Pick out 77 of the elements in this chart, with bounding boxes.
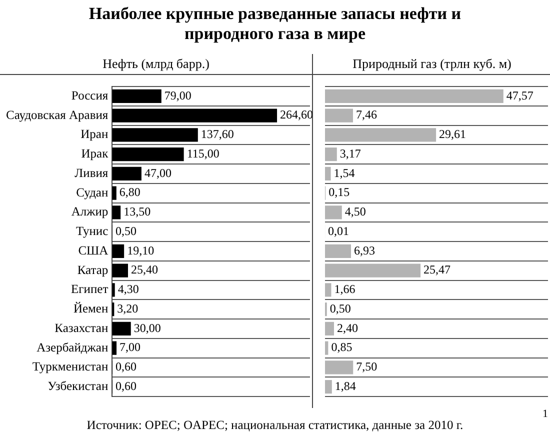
bar <box>325 341 328 355</box>
data-label: 30,00 <box>134 320 161 335</box>
data-label: 1,54 <box>334 166 355 180</box>
y-tick-label: Казахстан <box>54 320 108 335</box>
y-tick-label: Азербайджан <box>36 340 108 354</box>
y-tick-label: Катар <box>77 262 108 277</box>
data-label: 115,00 <box>186 146 220 160</box>
y-tick-label: Туркменистан <box>32 360 108 374</box>
data-label: 7,46 <box>356 108 377 122</box>
bar <box>325 322 334 336</box>
data-label: 79,00 <box>164 88 192 102</box>
y-tick-label: Саудовская Аравия <box>6 108 108 122</box>
bar <box>325 206 342 220</box>
data-label: 1,84 <box>334 378 356 393</box>
data-label: 7,00 <box>120 340 141 354</box>
y-tick-label: Иран <box>80 127 108 142</box>
data-label: 29,61 <box>439 127 466 142</box>
data-label: 0,15 <box>328 185 350 200</box>
y-tick-label: Узбекистан <box>48 379 108 394</box>
bar <box>325 380 332 394</box>
data-label: 0,60 <box>116 378 137 393</box>
chart-subtitle: Нефть (млрд барр.) <box>0 54 312 75</box>
data-label: 3,20 <box>117 301 138 316</box>
bar <box>112 128 198 142</box>
bar <box>112 166 142 180</box>
text: Источник: OPEC; OAPEC; национальная статистика, данные за 2010 г. <box>86 418 464 432</box>
y-tick-label: Йемен <box>73 302 108 316</box>
data-label: 6,80 <box>119 185 140 200</box>
data-label: 4,30 <box>118 282 139 296</box>
y-tick-label: Египет <box>71 282 109 296</box>
text: 1 <box>542 408 548 420</box>
data-label: 7,50 <box>356 360 378 374</box>
data-label: 0,01 <box>328 224 350 238</box>
y-tick-label: Тунис <box>76 224 109 238</box>
data-label: 2,40 <box>337 320 358 335</box>
data-label: 4,50 <box>344 204 366 219</box>
chart-subtitle: Природный газ (трлн куб. м) <box>313 54 550 75</box>
bar <box>325 264 421 278</box>
data-label: 1,66 <box>334 282 356 296</box>
data-label: 0,85 <box>331 340 352 354</box>
y-tick-label: США <box>78 243 108 258</box>
bar <box>112 206 121 220</box>
data-label: 0,60 <box>116 360 137 374</box>
y-tick-label: Ирак <box>81 146 110 161</box>
data-label: 0,50 <box>330 301 351 316</box>
data-label: 0,50 <box>115 224 136 238</box>
data-label: 3,17 <box>340 146 361 160</box>
bar <box>112 89 162 103</box>
bar <box>325 128 436 142</box>
chart-title: Наиболее крупные разведанные запасы нефти и природного газа в мире <box>88 4 462 44</box>
bar <box>325 148 337 162</box>
bar <box>112 264 128 278</box>
bar <box>325 166 331 180</box>
bar <box>325 244 351 258</box>
bar <box>112 148 184 162</box>
bar <box>112 244 124 258</box>
bar <box>112 341 117 355</box>
bar <box>112 283 115 297</box>
y-tick-label: Россия <box>71 88 108 102</box>
bar <box>112 108 278 122</box>
data-label: 13,50 <box>124 204 151 219</box>
bar <box>112 322 131 336</box>
bar <box>325 108 353 122</box>
data-label: 25,40 <box>131 262 158 277</box>
bar <box>325 89 504 103</box>
bar <box>325 360 354 374</box>
data-label: 47,57 <box>506 88 534 102</box>
y-tick-label: Судан <box>76 185 108 200</box>
data-label: 47,00 <box>144 166 172 180</box>
data-label: 25,47 <box>424 262 451 277</box>
data-label: 19,10 <box>127 243 154 258</box>
y-tick-label: Ливия <box>74 166 108 180</box>
y-tick-label: Алжир <box>71 204 108 219</box>
data-label: 6,93 <box>354 243 375 258</box>
bar <box>112 186 116 200</box>
bar <box>325 283 332 297</box>
data-label: 137,60 <box>200 127 234 142</box>
